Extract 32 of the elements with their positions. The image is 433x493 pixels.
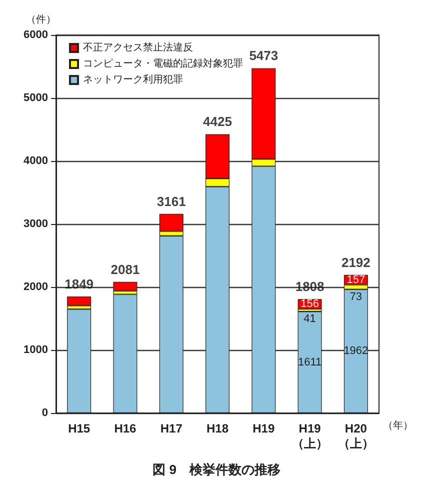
total-label: 2192 — [341, 254, 370, 270]
x-tick-label: H19 （上） — [292, 422, 328, 450]
y-tick-label: 0 — [42, 407, 48, 419]
total-label: 5473 — [249, 48, 278, 64]
data-label: 73 — [350, 290, 362, 303]
legend-label: 不正アクセス禁止法違反 — [83, 42, 193, 54]
x-tick-label: H18 — [206, 422, 229, 436]
bar — [67, 296, 92, 306]
data-label: 41 — [304, 313, 316, 326]
bar — [113, 282, 138, 291]
x-tick-label: H19 — [252, 422, 275, 436]
x-tick-label: H20 （上） — [338, 422, 374, 450]
legend-label: コンピュータ・電磁的記録対象犯罪 — [83, 58, 243, 70]
data-label: 157 — [346, 274, 366, 286]
y-tick-label: 1000 — [24, 344, 48, 356]
legend-label: ネットワーク利用犯罪 — [83, 74, 183, 86]
x-tick-label: H17 — [160, 422, 183, 436]
data-label: 1962 — [344, 345, 368, 358]
total-label: 3161 — [156, 194, 186, 209]
x-axis-title: （年） — [383, 420, 413, 432]
total-label: 4425 — [203, 114, 232, 130]
y-tick-label: 3000 — [24, 218, 48, 230]
data-label: 156 — [300, 298, 319, 310]
total-label: 2081 — [110, 262, 140, 277]
y-axis-title: （件） — [26, 14, 56, 26]
y-tick-label: 5000 — [24, 92, 48, 104]
y-tick-label: 2000 — [24, 281, 48, 293]
y-tick-label: 6000 — [24, 29, 48, 41]
x-tick-label: H16 — [114, 422, 137, 436]
y-tick-label: 4000 — [24, 155, 48, 167]
text: 図 9 検挙件数の推移 — [152, 462, 280, 477]
x-tick-label: H15 — [68, 422, 90, 436]
